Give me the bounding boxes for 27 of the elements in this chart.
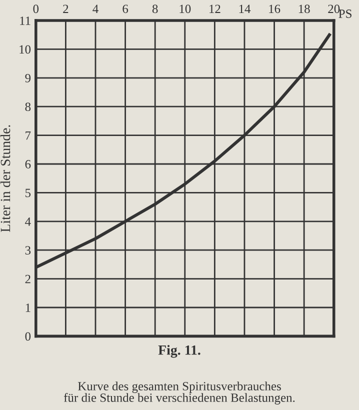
y-tick-label: 6: [25, 160, 31, 168]
y-tick-label: 4: [25, 218, 31, 226]
x-tick-label: 10: [180, 4, 191, 14]
x-tick-label: 14: [239, 4, 251, 13]
x-tick-label: 4: [92, 4, 98, 13]
y-tick-label: 1: [26, 304, 30, 312]
x-tick-label: 0: [33, 4, 39, 14]
y-tick-label: 11: [20, 16, 30, 25]
x-tick-label: 16: [269, 4, 280, 14]
x-tick-label: 12: [210, 4, 220, 13]
text: Fig. 11.: [158, 345, 200, 358]
x-tick-label: 8: [152, 4, 158, 14]
text: Kurve des gesamten Spiritusverbrauches für die Stunde bei verschiedenen Belastungen.: [64, 382, 295, 404]
y-tick-label: 10: [20, 45, 31, 54]
y-tick-label: 2: [25, 274, 30, 284]
y-tick-label: 0: [25, 332, 31, 341]
x-tick-label: 20: [328, 4, 340, 14]
x-tick-label: 2: [63, 4, 68, 13]
y-tick-label: 8: [25, 102, 31, 112]
x-tick-label: 18: [298, 4, 310, 14]
x-tick-label: 6: [122, 4, 128, 14]
y-axis-title: Liter in der Stunde.: [0, 125, 10, 232]
x-axis-title: PS: [338, 10, 352, 18]
y-tick-label: 3: [25, 246, 31, 255]
y-tick-label: 5: [26, 188, 31, 198]
y-tick-label: 7: [26, 131, 31, 140]
y-tick-label: 9: [25, 74, 31, 82]
